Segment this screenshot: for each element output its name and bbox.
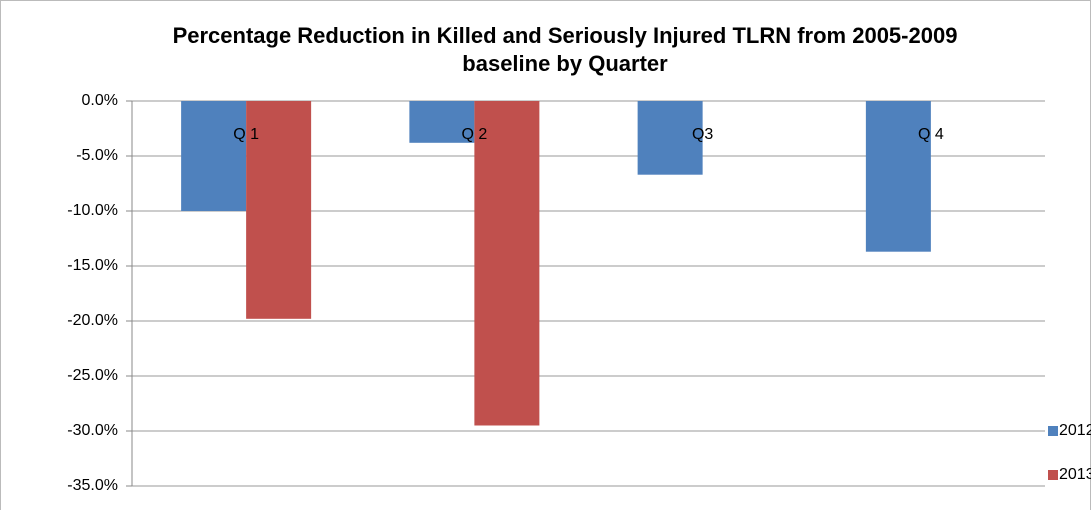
y-tick-label: -30.0%: [67, 422, 118, 439]
y-tick-label: 0.0%: [82, 92, 118, 109]
y-tick-label: -5.0%: [76, 147, 118, 164]
legend-swatch: [1048, 426, 1058, 436]
legend-label: 2012: [1059, 422, 1091, 439]
y-tick-label: -35.0%: [67, 477, 118, 494]
bar: [637, 101, 703, 175]
x-tick-label: Q 4: [918, 126, 944, 143]
bar: [181, 101, 247, 211]
y-tick-label: -20.0%: [67, 312, 118, 329]
chart-title: Percentage Reduction in Killed and Serio…: [172, 23, 958, 76]
x-tick-label: Q 1: [233, 126, 259, 143]
legend-label: 2013: [1059, 466, 1091, 483]
bar: [474, 101, 540, 426]
y-tick-label: -25.0%: [67, 367, 118, 384]
bar: [409, 101, 475, 143]
x-tick-label: Q3: [692, 126, 713, 143]
bar: [865, 101, 931, 252]
y-tick-label: -10.0%: [67, 202, 118, 219]
legend-swatch: [1048, 470, 1058, 480]
y-tick-label: -15.0%: [67, 257, 118, 274]
bar: [246, 101, 312, 319]
x-tick-label: Q 2: [461, 126, 487, 143]
